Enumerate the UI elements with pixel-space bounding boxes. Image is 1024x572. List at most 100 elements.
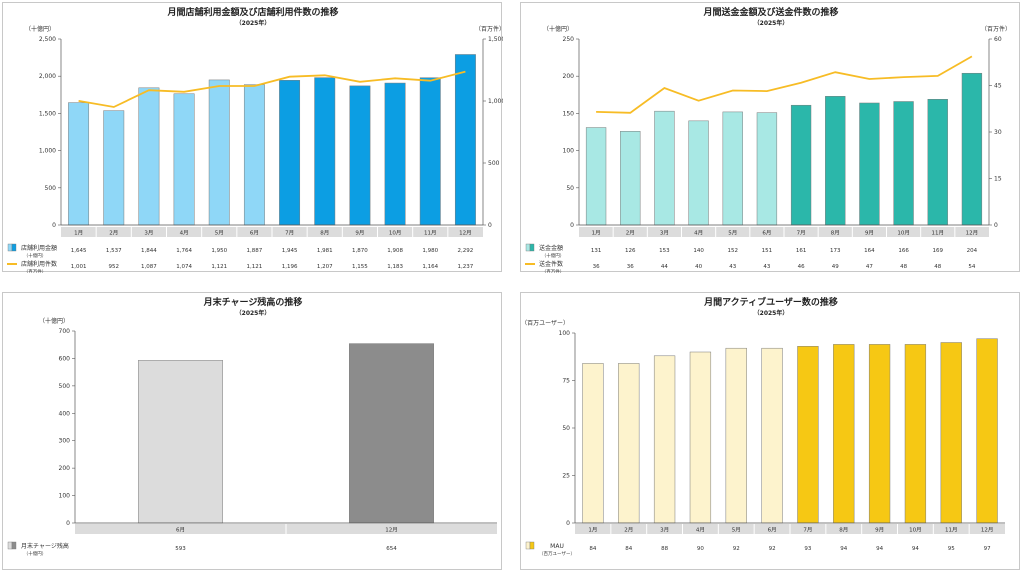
data-label: 166 [898,248,909,254]
x-tick-label: 8月 [320,230,329,237]
y-axis-label: （十億円） [543,25,573,33]
x-tick-label: 4月 [694,230,703,237]
data-label: 48 [900,264,907,270]
data-label: 54 [968,264,975,270]
data-label: 95 [948,546,955,552]
x-tick-label: 6月 [176,527,185,534]
y-tick-label: 700 [59,328,71,335]
data-label: 1,183 [387,264,403,270]
y-tick-label: 100 [59,493,71,500]
y-tick-label: 0 [52,222,56,229]
y2-tick-label: 0 [994,222,998,229]
y-axis-label: （十億円） [39,317,69,325]
y2-tick-label: 500 [488,160,500,167]
bar [797,346,819,524]
bar [761,347,783,524]
bar [756,112,778,226]
data-label: 1,121 [211,264,227,270]
data-label: 36 [627,264,634,270]
data-label: 94 [912,546,919,552]
y-tick-label: 400 [59,410,71,417]
data-label: 1,945 [282,248,298,254]
legend-label: 店舗利用金額 [21,244,57,252]
bar [725,347,747,524]
y-tick-label: 100 [559,330,571,337]
data-label: 2,292 [458,248,474,254]
data-label: 46 [798,264,805,270]
series-line [596,55,973,114]
y-tick-label: 250 [563,36,575,43]
data-label: 43 [729,264,736,270]
x-tick-label: 4月 [180,230,189,237]
bar [618,363,640,524]
x-tick-label: 10月 [909,527,922,534]
series-line [78,70,466,108]
chart-mau: 月間アクティブユーザー数の推移（2025年） （百万ユーザー） 0 25 50 75 100… [521,296,1005,557]
chart-panel-charge-balance: 月末チャージ残高の推移 （2025年） （十億円） 0 100 200 300 400 500 6… [2,292,502,570]
chart-store-usage: 月間店舗利用金額及び店舗利用件数の推移（2025年） （十億円） 0 500 1,000… [7,6,503,273]
legend-label: 月末チャージ残高 [21,542,69,550]
bar [314,77,336,226]
x-tick-label: 5月 [728,230,737,237]
bar [976,338,998,524]
y-tick-label: 200 [59,465,71,472]
data-label: 1,074 [176,264,192,270]
data-label: 126 [625,248,636,254]
data-label: 131 [591,248,602,254]
data-label: 44 [661,264,668,270]
y-tick-label: 50 [562,425,570,432]
bar [940,342,962,524]
bar [689,351,712,524]
chart-subtitle: （2025年） [236,309,271,317]
y-tick-label: 200 [563,73,575,80]
data-label: 1,887 [247,248,263,254]
x-tick-label: 9月 [875,527,884,534]
chart-panel-store-usage: 月間店舗利用金額及び店舗利用件数の推移 （2025年） （十億円） 0 500 1,000… [2,2,503,273]
y-tick-label: 25 [562,473,570,480]
x-tick-label: 9月 [865,230,874,237]
bar [419,77,441,226]
legend-label: MAU [550,543,564,550]
bar [173,93,195,226]
x-tick-label: 1月 [74,230,83,237]
data-label: 49 [832,264,839,270]
y2-tick-label: 15 [994,176,1002,183]
data-label: 84 [589,546,596,552]
bar [208,79,230,226]
data-label: 1,870 [352,248,368,254]
x-tick-label: 6月 [762,230,771,237]
data-label: 1,237 [458,264,474,270]
data-label: 47 [866,264,873,270]
y-tick-label: 500 [59,383,71,390]
bar [454,54,476,226]
data-label: 1,155 [352,264,368,270]
legend-swatch-light [7,243,13,252]
data-label: 84 [625,546,632,552]
x-tick-label: 12月 [385,527,398,534]
bar [243,84,265,226]
x-tick-label: 9月 [355,230,364,237]
y-tick-label: 2,000 [39,73,56,80]
y-tick-label: 300 [59,438,71,445]
bar [833,344,855,524]
bar [68,102,90,226]
data-label: 1,207 [317,264,333,270]
legend-unit: （百万件） [542,268,565,273]
data-label: 593 [175,546,186,552]
data-label: 1,196 [282,264,298,270]
data-label: 1,645 [71,248,87,254]
legend-swatch-light [7,541,13,550]
chart-title: 月間店舗利用金額及び店舗利用件数の推移 [166,6,338,18]
bar [904,344,927,524]
y-axis-label: （十億円） [25,25,55,33]
y-tick-label: 0 [566,520,570,527]
data-label: 654 [386,546,397,552]
x-tick-label: 10月 [897,230,910,237]
data-label: 1,164 [422,264,438,270]
data-label: 164 [864,248,875,254]
y2-axis-label: （百万件） [981,25,1011,33]
bar [585,127,607,226]
bar [103,110,125,226]
legend-label: 送金金額 [539,244,563,252]
legend-swatch-dark [529,243,535,252]
